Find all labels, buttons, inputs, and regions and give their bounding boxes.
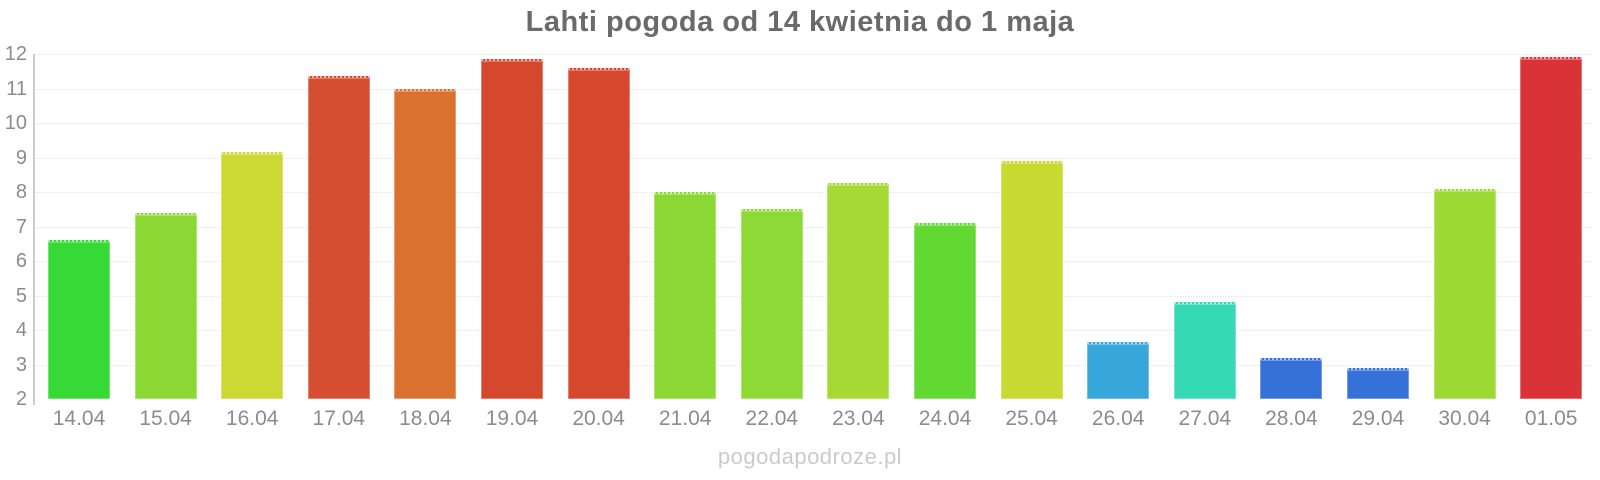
bar-15.04 <box>134 212 197 399</box>
bar-01.05 <box>1520 57 1583 399</box>
x-axis-tick-label: 29.04 <box>1351 407 1405 430</box>
x-axis-tick-label: 24.04 <box>918 407 972 430</box>
bar-26.04 <box>1087 342 1150 399</box>
y-axis-tick-label: 2 <box>15 388 27 410</box>
bar-23.04 <box>827 183 890 399</box>
bar-22.04 <box>740 209 803 399</box>
bar-24.04 <box>914 223 976 399</box>
bar-19.04 <box>481 59 543 399</box>
x-axis-tick-label: 18.04 <box>399 407 452 430</box>
x-axis-tick-label: 17.04 <box>312 407 366 430</box>
gridline <box>35 364 1592 366</box>
x-axis-tick-label: 23.04 <box>832 407 885 430</box>
x-axis-tick-label: 20.04 <box>572 407 625 430</box>
x-axis-tick-label: 30.04 <box>1438 407 1491 430</box>
watermark: pogodapodroze.pl <box>717 444 903 469</box>
gridline <box>35 88 1592 90</box>
gridline <box>35 157 1592 159</box>
bar-16.04 <box>221 152 284 399</box>
y-axis-tick-label: 8 <box>15 181 27 203</box>
x-axis-tick-label: 16.04 <box>225 407 279 430</box>
gridline <box>35 54 1592 55</box>
bar-27.04 <box>1173 302 1236 399</box>
x-axis-tick-label: 21.04 <box>658 407 712 430</box>
y-axis-tick-label: 9 <box>15 146 27 169</box>
x-axis-tick-label: 25.04 <box>1005 407 1058 430</box>
bar-14.04 <box>48 240 110 399</box>
chart-title: Lahti pogoda od 14 kwietnia do 1 maja <box>525 6 1075 38</box>
gridline <box>35 192 1592 193</box>
x-axis-tick-label: 14.04 <box>52 407 106 430</box>
y-axis-tick-label: 11 <box>6 77 27 100</box>
bar-28.04 <box>1260 357 1323 399</box>
y-axis-tick-label: 12 <box>4 43 27 65</box>
y-axis-tick-label: 10 <box>4 112 27 134</box>
gridline <box>35 261 1592 262</box>
plot-area: 2 3 4 5 6 7 8 9 10 11 12 14.04 15.04 16.04 17.04 18.04 1… <box>5 44 1592 430</box>
y-axis-tick-label: 5 <box>15 284 27 307</box>
y-axis-line <box>33 54 35 405</box>
x-axis-tick-label: 27.04 <box>1178 407 1232 430</box>
gridline <box>35 123 1592 124</box>
bar-20.04 <box>567 67 630 399</box>
bar-30.04 <box>1433 188 1496 399</box>
bar-17.04 <box>307 76 370 399</box>
bar-29.04 <box>1347 367 1409 399</box>
x-axis-tick-label: 01.05 <box>1524 407 1578 430</box>
x-axis-tick-label: 22.04 <box>745 407 799 430</box>
gridline <box>35 330 1592 331</box>
x-axis-tick-label: 26.04 <box>1091 407 1145 430</box>
y-axis-tick-label: 7 <box>15 215 27 238</box>
x-axis-tick-label: 19.04 <box>485 407 539 430</box>
y-axis-tick-label: 6 <box>15 250 27 272</box>
bar-21.04 <box>654 192 717 399</box>
y-axis-tick-label: 3 <box>15 353 27 376</box>
bar-25.04 <box>1000 160 1063 399</box>
gridline <box>35 295 1592 297</box>
gridline <box>35 226 1592 228</box>
x-axis-tick-label: 28.04 <box>1265 407 1318 430</box>
x-axis-tick-label: 15.04 <box>139 407 192 430</box>
bar-18.04 <box>394 88 457 399</box>
y-axis-tick-label: 4 <box>15 319 27 341</box>
